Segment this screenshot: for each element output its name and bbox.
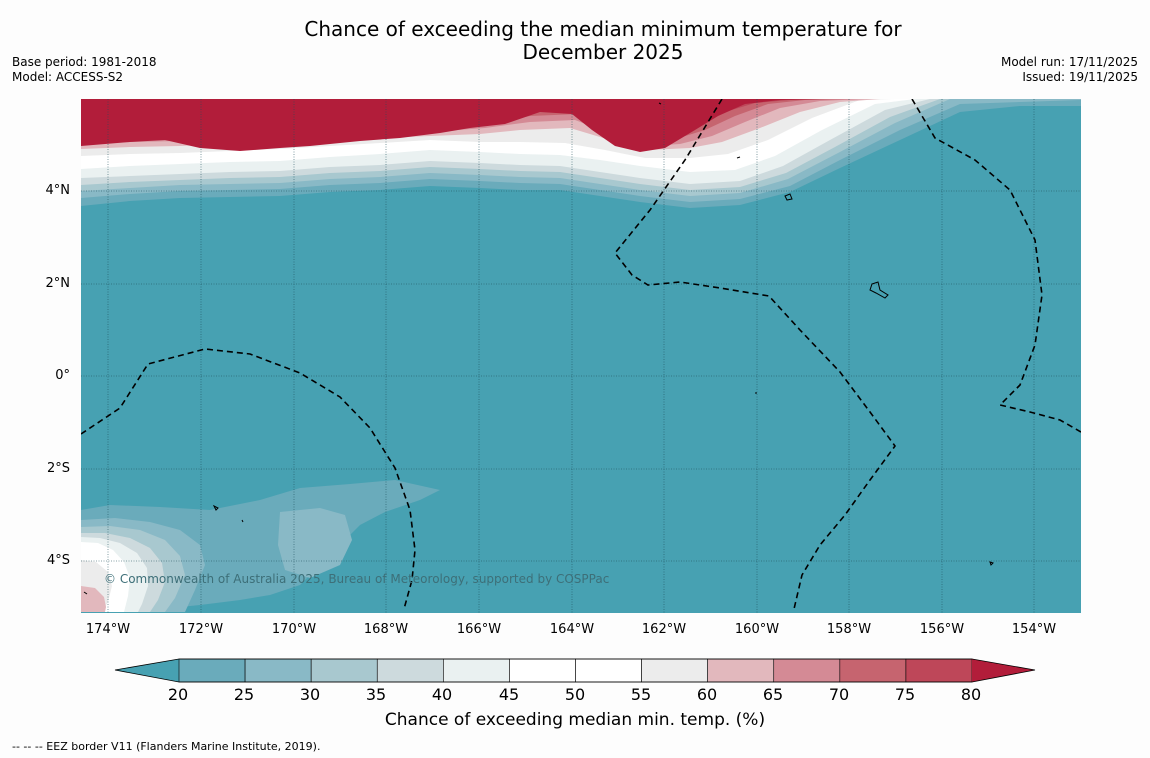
title-line-1: Chance of exceeding the median minimum t… [304,17,902,41]
lon-label: 170°W [271,622,317,637]
lat-label: 2°N [45,276,71,291]
colorbar-segment [376,658,444,683]
lon-label: 156°W [919,622,965,637]
colorbar-tick: 40 [431,685,453,704]
colorbar-high-extension [972,659,1035,682]
colorbar-tick: 20 [167,685,189,704]
meta-right: Model run: 17/11/2025 Issued: 19/11/2025 [1001,55,1138,85]
colorbar-tick: 50 [564,685,586,704]
colorbar-segments [178,658,973,683]
colorbar-segment [839,658,907,683]
meta-left: Base period: 1981-2018 Model: ACCESS-S2 [12,55,157,85]
colorbar-tick: 65 [762,685,784,704]
colorbar-segment [575,658,642,683]
north-contour-band [81,99,1081,208]
lon-label: 160°W [734,622,780,637]
graticule [81,99,1081,613]
lon-label: 164°W [549,622,595,637]
colorbar-tick: 70 [828,685,850,704]
copyright-notice: © Commonwealth of Australia 2025, Bureau… [104,572,610,586]
lon-label: 172°W [178,622,224,637]
eez-borders [81,99,1081,610]
lon-label: 174°W [85,622,131,637]
colorbar-segment [905,658,973,683]
colorbar-tick: 75 [894,685,916,704]
colorbar-tick: 45 [498,685,520,704]
base-period: Base period: 1981-2018 [12,55,157,69]
colorbar-tick: 80 [960,685,982,704]
colorbar-tick: 35 [365,685,387,704]
lon-label: 162°W [641,622,687,637]
title-line-2: December 2025 [522,40,684,64]
lon-label: 154°W [1011,622,1057,637]
chart-title: Chance of exceeding the median minimum t… [0,18,1150,64]
southwest-contour-patch [81,480,440,612]
map-area [81,99,1081,613]
lat-label: 0° [55,368,70,383]
colorbar-segment [773,658,841,683]
colorbar-tick: 25 [233,685,255,704]
colorbar-tick: 30 [299,685,321,704]
colorbar-segment [178,658,246,683]
model-run: Model run: 17/11/2025 [1000,55,1138,69]
lat-label: 4°N [45,183,71,198]
colorbar-segment [244,658,312,683]
colorbar-tick: 55 [630,685,652,704]
model-name: Model: ACCESS-S2 [12,70,124,84]
lon-label: 168°W [363,622,409,637]
colorbar-segment [707,658,775,683]
colorbar-segment [310,658,378,683]
colorbar [114,658,1036,683]
issued-date: Issued: 19/11/2025 [1022,70,1138,84]
islands [83,102,994,595]
colorbar-label: Chance of exceeding median min. temp. (%… [384,710,766,730]
lat-label: 2°S [46,461,70,476]
footnote: -- -- -- EEZ border V11 (Flanders Marine… [12,740,321,753]
colorbar-tick: 60 [696,685,718,704]
colorbar-segment [509,658,576,683]
lon-label: 166°W [456,622,502,637]
colorbar-segment [641,658,708,683]
colorbar-low-extension [115,659,179,682]
colorbar-segment [443,658,510,683]
lon-label: 158°W [826,622,872,637]
lat-label: 4°S [46,553,70,568]
